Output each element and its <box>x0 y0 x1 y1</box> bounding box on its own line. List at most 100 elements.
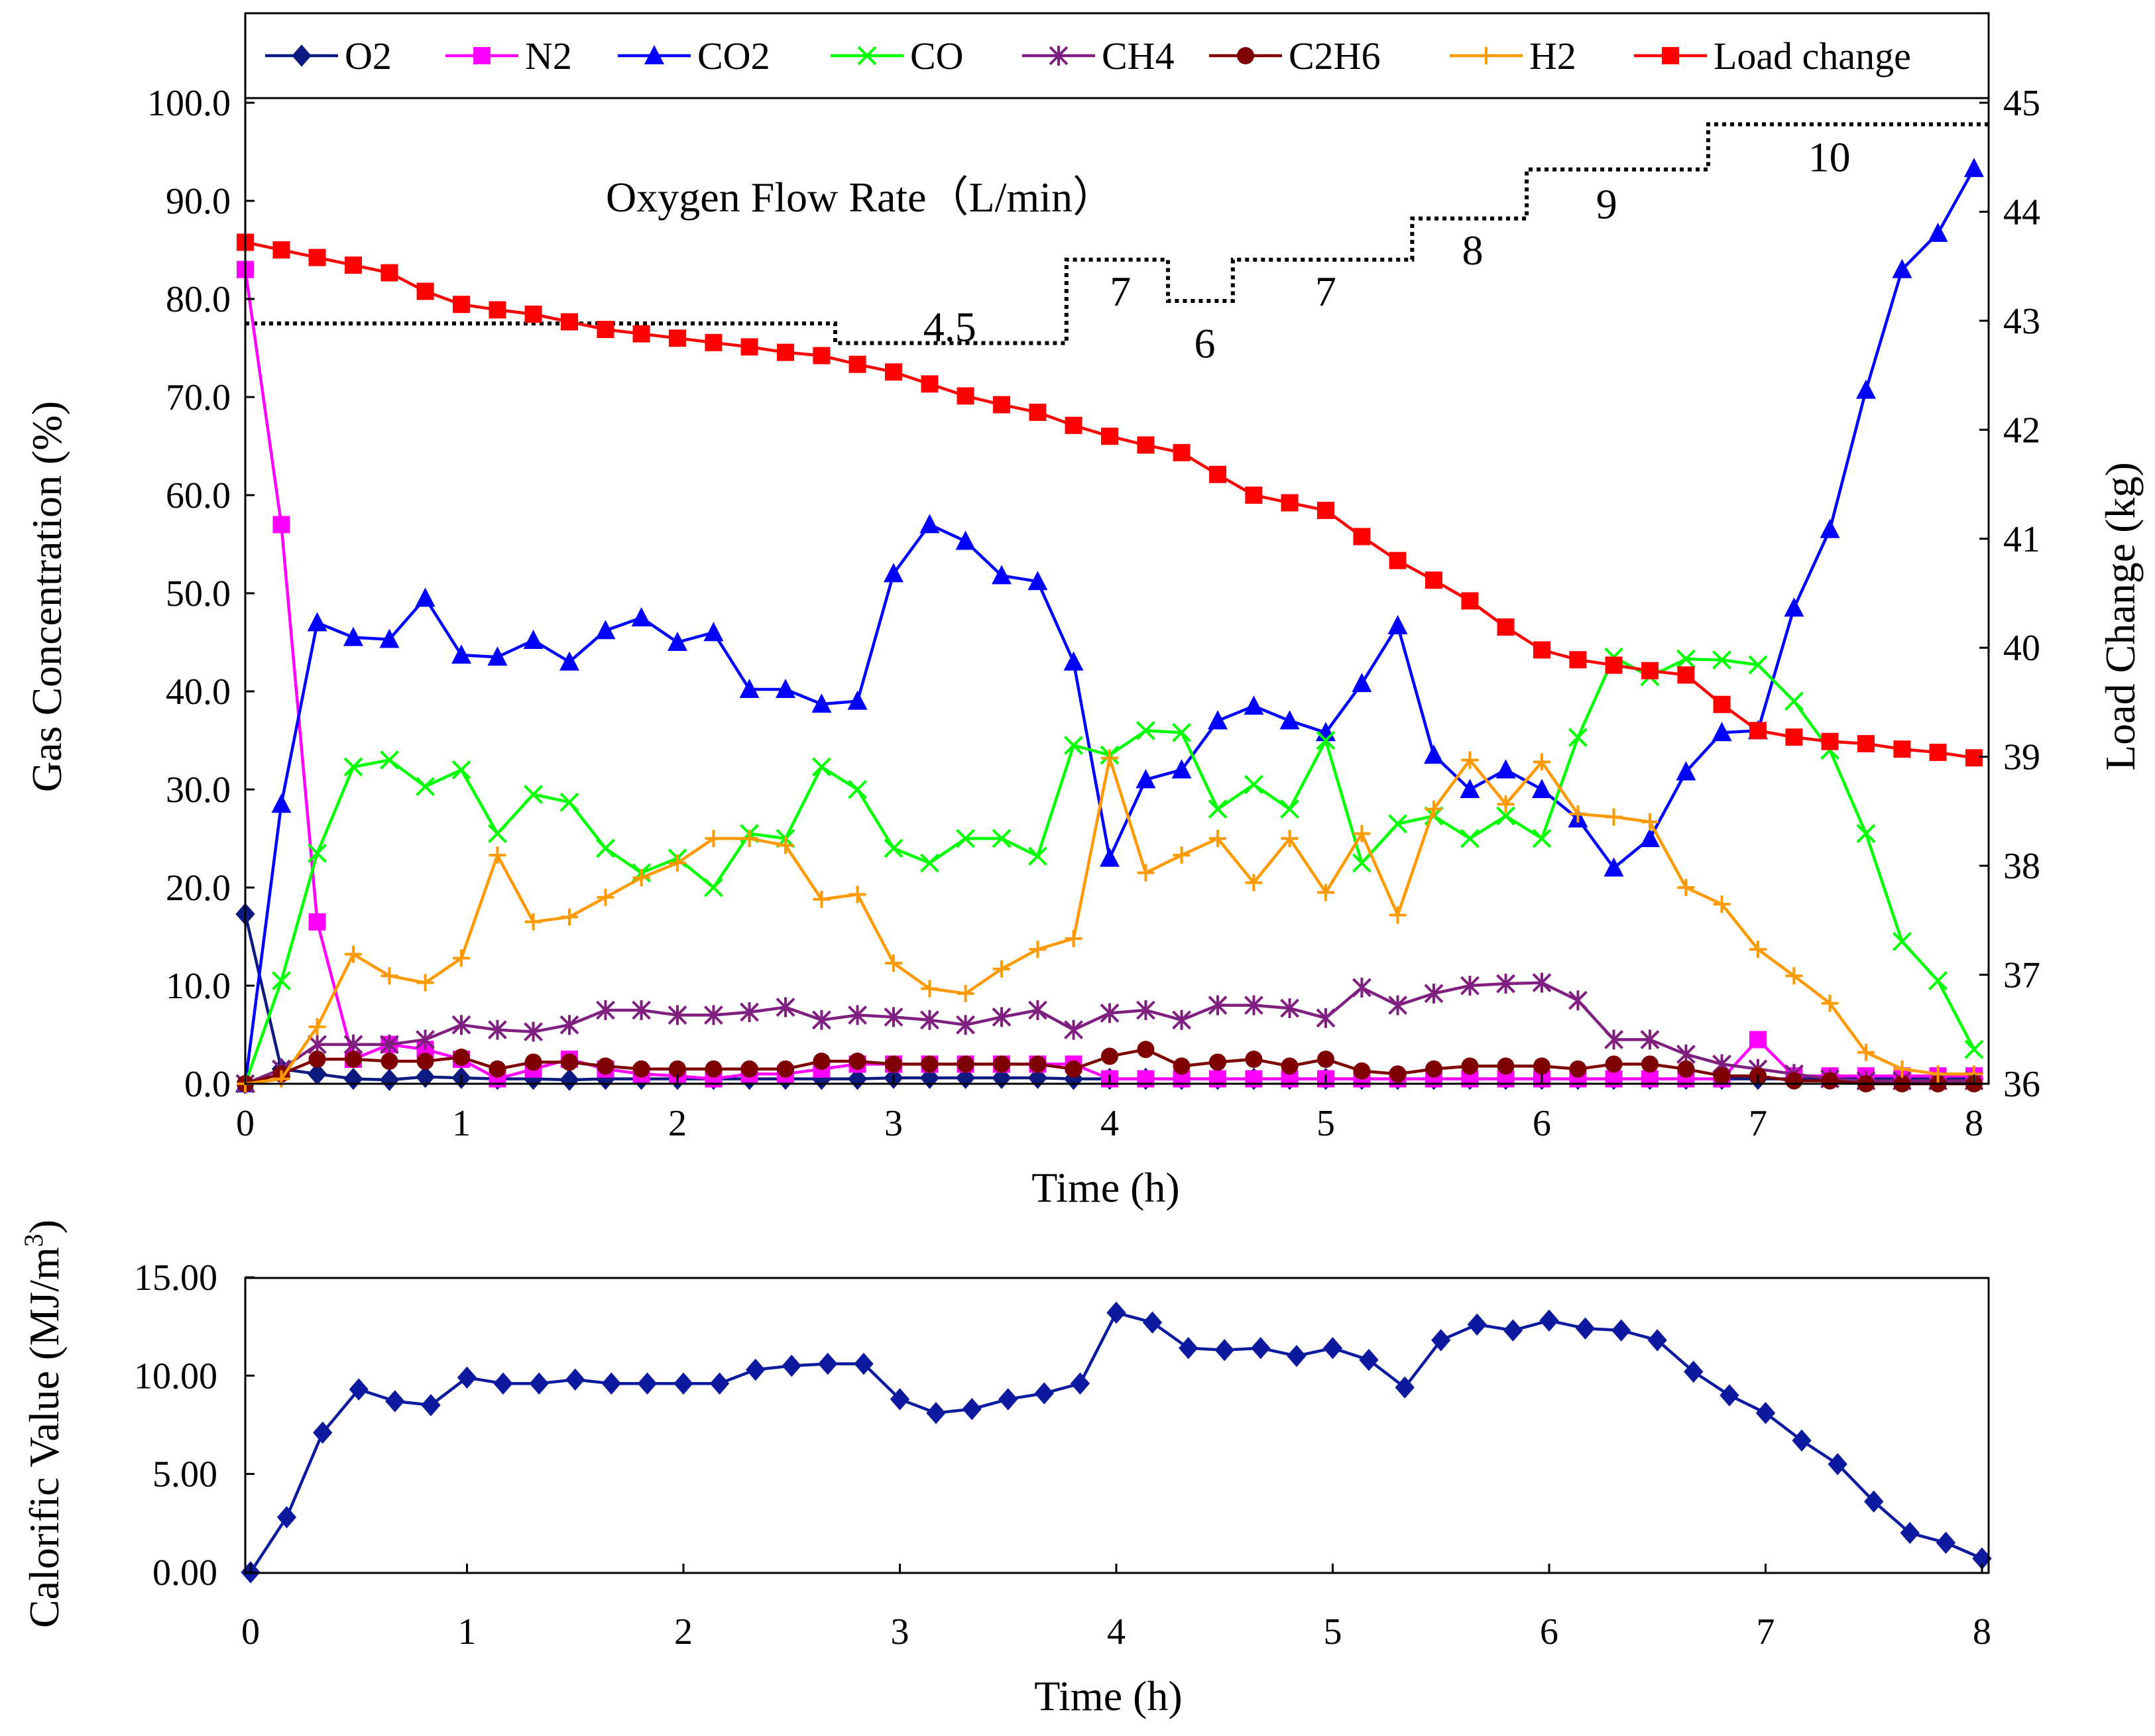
data-point <box>1387 614 1408 634</box>
data-point <box>415 587 436 607</box>
data-point <box>956 829 975 848</box>
left-tick-label: 50.0 <box>166 573 231 614</box>
oxygen-flow-value-label: 10 <box>1808 133 1851 180</box>
data-point <box>1172 1010 1191 1030</box>
data-point <box>380 1034 399 1055</box>
legend-label: CO <box>910 34 964 78</box>
data-point <box>1137 1041 1155 1059</box>
data-point <box>1245 1051 1263 1068</box>
data-point <box>776 679 795 699</box>
legend-marker <box>292 44 312 67</box>
oxygen-flow-rate-steps <box>245 122 1989 345</box>
data-point <box>308 1018 326 1036</box>
data-point <box>1137 436 1155 454</box>
data-point <box>416 1052 434 1070</box>
data-point <box>921 375 939 393</box>
data-point <box>631 607 652 626</box>
data-point <box>1893 1060 1911 1078</box>
legend-label: C2H6 <box>1289 34 1381 78</box>
data-point <box>777 343 794 361</box>
data-point <box>962 1398 982 1420</box>
oxygen-flow-value-label: 7 <box>1110 268 1131 315</box>
data-point <box>1424 983 1444 1004</box>
data-point <box>782 1354 801 1377</box>
data-point <box>992 565 1012 585</box>
data-point <box>813 890 831 908</box>
data-point <box>457 1366 477 1389</box>
data-point <box>668 1005 687 1025</box>
gas-series-group <box>235 158 1984 1094</box>
data-point <box>1603 857 1624 877</box>
top-y2-axis-title: Load Change (kg) <box>2097 462 2144 771</box>
bottom-y-axis-title-end: ) <box>21 1220 68 1234</box>
legend-marker <box>1237 47 1254 64</box>
data-point <box>1712 650 1731 670</box>
data-point <box>1792 1429 1812 1452</box>
data-point <box>884 563 903 583</box>
data-point <box>1533 753 1550 771</box>
top-y-axis-title: Gas Concentration (%) <box>23 401 70 792</box>
legend: O2 N2 CO2 CO CH4 C2H6 H2 Load change <box>244 12 1990 99</box>
data-point <box>1064 1019 1083 1040</box>
data-point <box>1784 691 1804 711</box>
data-point <box>1605 808 1623 826</box>
data-point <box>1029 404 1047 422</box>
data-point <box>884 839 903 858</box>
data-point <box>1208 995 1228 1015</box>
left-tick-label: 10.0 <box>166 966 231 1007</box>
data-point <box>1461 751 1479 769</box>
data-point <box>632 325 650 343</box>
data-point <box>993 396 1010 414</box>
data-point <box>1251 1337 1271 1360</box>
data-point <box>451 644 471 664</box>
legend-label: H2 <box>1529 34 1576 78</box>
data-point <box>529 1372 549 1395</box>
data-point <box>559 1069 579 1091</box>
data-point <box>488 824 507 844</box>
data-point <box>1389 1065 1407 1083</box>
data-point <box>1279 710 1300 730</box>
data-point <box>1172 723 1191 742</box>
bottom-x-tick-label: 6 <box>1540 1611 1558 1652</box>
data-point <box>1497 618 1515 636</box>
data-point <box>854 1352 874 1375</box>
data-point <box>632 869 650 887</box>
data-point <box>1353 528 1371 546</box>
data-point <box>739 679 760 699</box>
left-tick-label: 70.0 <box>166 377 231 418</box>
data-point <box>1713 695 1731 713</box>
data-point <box>993 1055 1010 1073</box>
data-point <box>595 620 616 640</box>
data-point <box>1569 805 1587 823</box>
data-point <box>848 1052 866 1070</box>
data-point <box>272 241 290 259</box>
data-point <box>380 967 398 985</box>
data-point <box>777 837 794 854</box>
data-point <box>1388 995 1407 1015</box>
legend-marker <box>1478 47 1495 64</box>
data-point <box>415 1065 436 1088</box>
legend-item-co2: CO2 <box>618 34 770 78</box>
bottom-left-tick-label: 10.00 <box>134 1356 217 1397</box>
left-tick-label: 40.0 <box>166 671 231 713</box>
data-point <box>812 1010 831 1030</box>
data-point <box>345 945 362 963</box>
data-point <box>1065 416 1082 434</box>
data-point <box>998 1388 1018 1411</box>
data-point <box>1425 800 1442 818</box>
data-point <box>848 780 867 799</box>
left-tick-label: 0.0 <box>184 1064 231 1105</box>
data-point <box>1964 1039 1984 1059</box>
data-point <box>1496 974 1515 994</box>
left-tick-label: 20.0 <box>166 868 231 909</box>
data-point <box>1749 1031 1767 1049</box>
data-point <box>1821 732 1839 750</box>
data-point <box>1461 592 1479 610</box>
data-point <box>956 1015 975 1035</box>
data-point <box>1209 1053 1226 1071</box>
data-point <box>1208 710 1228 730</box>
right-tick-label: 38 <box>2003 846 2040 887</box>
legend-label: CO2 <box>697 34 770 78</box>
data-point <box>818 1352 838 1375</box>
